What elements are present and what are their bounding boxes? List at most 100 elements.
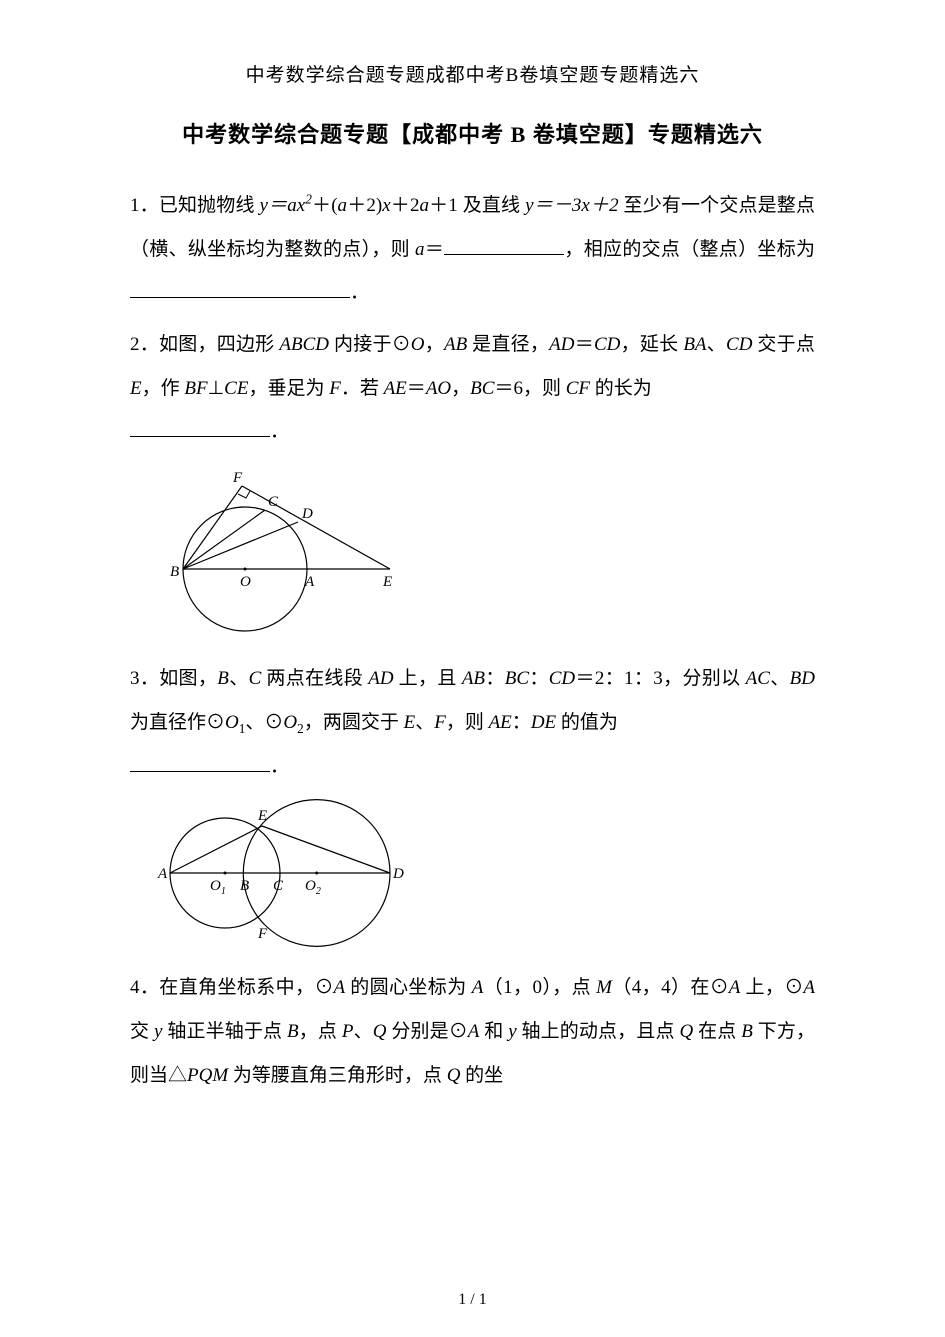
q4-p6: ，点 (299, 1021, 342, 1042)
label-E2: E (257, 808, 267, 824)
q2-E: E (130, 378, 142, 399)
q2-CD2: CD (726, 334, 752, 355)
q4-comma: 、 (353, 1021, 372, 1042)
q4-p8: 和 (479, 1021, 508, 1042)
q4-p3: 上，⊙ (740, 977, 803, 998)
q1-p1: 已知抛物线 (159, 195, 260, 216)
q1-eq1-x: x (382, 195, 390, 216)
q4-Q3: Q (447, 1065, 461, 1086)
label-B: B (170, 564, 179, 580)
question-3: 3．如图，B、C 两点在线段 AD 上，且 AB：BC：CD＝2：1：3，分别以… (130, 657, 815, 788)
label-F2: F (257, 926, 268, 942)
q1-conj: 及直线 (458, 195, 525, 216)
q2-p9: ．若 (341, 378, 384, 399)
line-AE (170, 826, 262, 873)
q2-AB: AB (444, 334, 467, 355)
label-O: O (240, 574, 251, 590)
q1-eq1-a2: a (419, 195, 429, 216)
label-O2: O2 (305, 878, 321, 897)
figure-2-svg: A B C D E F O1 O2 (150, 798, 410, 948)
q1-blank-1 (444, 234, 564, 255)
q3-c3: 、⊙ (245, 712, 283, 733)
question-4: 4．在直角坐标系中，⊙A 的圆心坐标为 A（1，0），点 M（4，4）在⊙A 上… (130, 966, 815, 1097)
q3-E2: E (404, 712, 416, 733)
figure-2: A B C D E F O1 O2 (150, 798, 815, 948)
q4-coord1: （1，0），点 (483, 977, 596, 998)
q3-p1: 如图， (159, 668, 217, 689)
q3-B: B (217, 668, 229, 689)
q2-p11: 的长为 (590, 378, 652, 399)
q3-r2: ： (529, 668, 549, 689)
q4-A4: A (803, 977, 815, 998)
q2-p4: 是直径， (467, 334, 549, 355)
q3-p6: ，则 (446, 712, 489, 733)
q2-BA: BA (683, 334, 706, 355)
q2-punct: ． (270, 421, 289, 442)
q3-AD: AD (368, 668, 393, 689)
q2-CD: CD (594, 334, 620, 355)
q4-p7: 分别是⊙ (386, 1021, 467, 1042)
q2-p7: ，作 (142, 378, 185, 399)
q4-Q: Q (373, 1021, 387, 1042)
q3-BC: BC (505, 668, 529, 689)
q3-CD: CD (549, 668, 575, 689)
q1-num: 1． (130, 195, 159, 216)
q2-eq3: ＝6，则 (494, 378, 565, 399)
q3-C: C (249, 668, 262, 689)
page-number: 1 / 1 (0, 1291, 945, 1309)
q3-blank (130, 751, 270, 772)
q2-comma: 、 (707, 334, 726, 355)
q4-p10: 在点 (693, 1021, 741, 1042)
q4-A5: A (468, 1021, 480, 1042)
q4-PQM: PQM (187, 1065, 228, 1086)
question-2: 2．如图，四边形 ABCD 内接于⊙O，AB 是直径，AD＝CD，延长 BA、C… (130, 323, 815, 454)
line-BC (183, 510, 265, 569)
q2-CE: CE (224, 378, 248, 399)
header-note: 中考数学综合题专题成都中考B卷填空题专题精选六 (130, 60, 815, 87)
q1-eq1-lhs: y＝ax (260, 195, 306, 216)
q1-eq1-plus2: ＋2) (347, 195, 382, 216)
q3-p7: 的值为 (556, 712, 618, 733)
q1-eq1-mid: ＋( (312, 195, 338, 216)
q4-p2: 的圆心坐标为 (345, 977, 472, 998)
label-A2: A (157, 866, 168, 882)
q3-O2: O (283, 712, 297, 733)
q3-eq: ＝2：1：3，分别以 (575, 668, 745, 689)
q4-p12: 为等腰直角三角形时，点 (228, 1065, 447, 1086)
dot-O1 (224, 872, 227, 875)
q2-p2: 内接于⊙ (329, 334, 411, 355)
q2-abcd: ABCD (279, 334, 329, 355)
q3-p4: 为直径作⊙ (130, 712, 225, 733)
q4-p9: 轴上的动点，且点 (517, 1021, 680, 1042)
q4-B: B (287, 1021, 299, 1042)
q1-punct1: ，相应的交点（整点）坐标为 (564, 239, 815, 260)
q4-p4: 交 (130, 1021, 154, 1042)
label-D2: D (392, 866, 404, 882)
perp-mark-F (238, 491, 250, 498)
label-C: C (268, 494, 279, 510)
q3-p5: ，两圆交于 (304, 712, 404, 733)
q2-BF: BF (184, 378, 207, 399)
line-EF (242, 486, 390, 569)
q2-eq2: ＝ (407, 378, 426, 399)
q1-eq2: y＝－3x＋2 (525, 195, 619, 216)
q4-A: A (333, 977, 345, 998)
line-DE (262, 826, 390, 873)
q1-avar: a (415, 239, 425, 260)
q2-AE: AE (384, 378, 407, 399)
q4-B2: B (741, 1021, 753, 1042)
q4-P: P (342, 1021, 354, 1042)
q3-O1: O (225, 712, 239, 733)
q3-c1: 、 (229, 668, 249, 689)
q2-AO: AO (426, 378, 451, 399)
label-C2: C (273, 878, 284, 894)
label-D: D (301, 506, 313, 522)
q2-p1: 如图，四边形 (159, 334, 279, 355)
q3-AB: AB (462, 668, 485, 689)
q3-AC: AC (746, 668, 770, 689)
label-F: F (232, 470, 243, 486)
main-title: 中考数学综合题专题【成都中考 B 卷填空题】专题精选六 (130, 117, 815, 149)
q4-y2: y (508, 1021, 516, 1042)
q4-p5: 轴正半轴于点 (162, 1021, 287, 1042)
q3-p3: 上，且 (394, 668, 462, 689)
